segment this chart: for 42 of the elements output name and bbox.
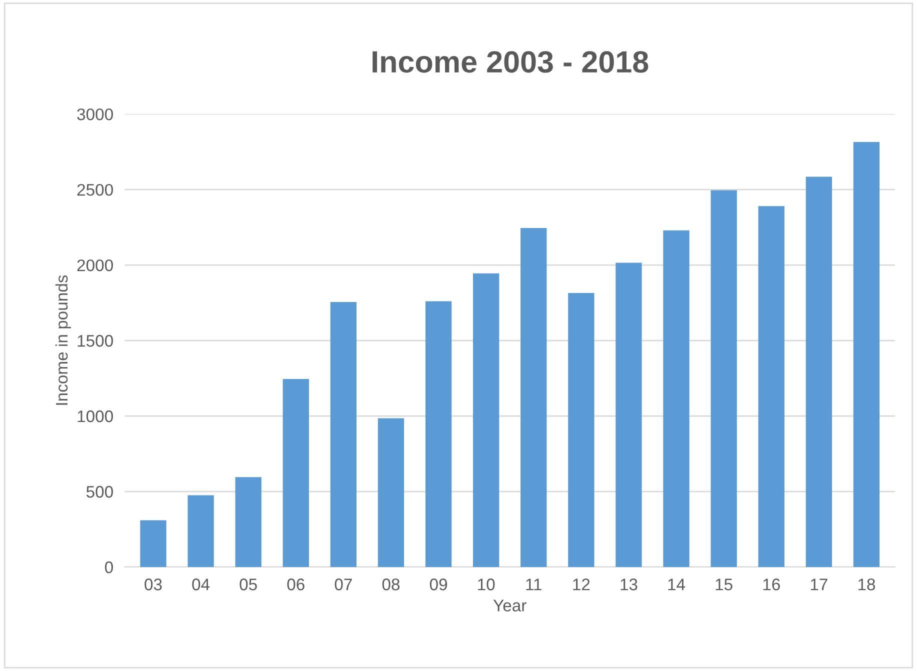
y-tick-label: 0: [104, 561, 113, 574]
x-tick-label: 05: [240, 578, 257, 590]
bar: [282, 379, 309, 567]
x-tick-label: 17: [810, 578, 828, 590]
x-tick-label: 18: [858, 578, 876, 590]
x-tick-label: 07: [334, 578, 352, 590]
bar: [710, 190, 737, 567]
bar: [473, 273, 500, 567]
y-tick-label: 2500: [77, 184, 113, 196]
chart-title: Income 2003 - 2018: [372, 51, 648, 73]
bar: [853, 142, 880, 567]
x-tick-label: 14: [668, 578, 686, 590]
bar: [806, 176, 832, 567]
x-tick-label: 06: [287, 578, 304, 590]
y-axis-title: Income in pounds: [55, 275, 71, 405]
x-tick-label: 12: [573, 578, 590, 590]
bar: [330, 302, 357, 567]
bar: [425, 301, 452, 567]
x-tick-label: 11: [526, 578, 542, 590]
bar: [568, 292, 594, 567]
bar: [758, 206, 784, 567]
y-tick-label: 1500: [78, 334, 113, 347]
x-tick-label: 04: [192, 578, 210, 590]
x-tick-label: 10: [478, 578, 495, 590]
bar: [188, 495, 214, 567]
x-tick-label: 08: [382, 578, 400, 590]
bar: [235, 477, 262, 567]
y-tick-label: 500: [86, 486, 113, 498]
x-tick-label: 13: [620, 578, 638, 590]
x-tick-label: 03: [144, 578, 162, 590]
y-tick-label: 2000: [77, 259, 113, 272]
bar: [140, 520, 166, 567]
y-tick-label: 3000: [77, 108, 113, 120]
x-tick-label: 15: [716, 578, 732, 590]
bar: [378, 418, 404, 567]
bar: [663, 230, 690, 567]
x-tick-label: 16: [763, 578, 780, 590]
bar: [616, 262, 642, 567]
y-tick-label: 1000: [78, 410, 113, 422]
x-tick-label: 09: [430, 578, 448, 590]
x-axis-title: Year: [493, 600, 526, 612]
bar: [520, 228, 547, 567]
